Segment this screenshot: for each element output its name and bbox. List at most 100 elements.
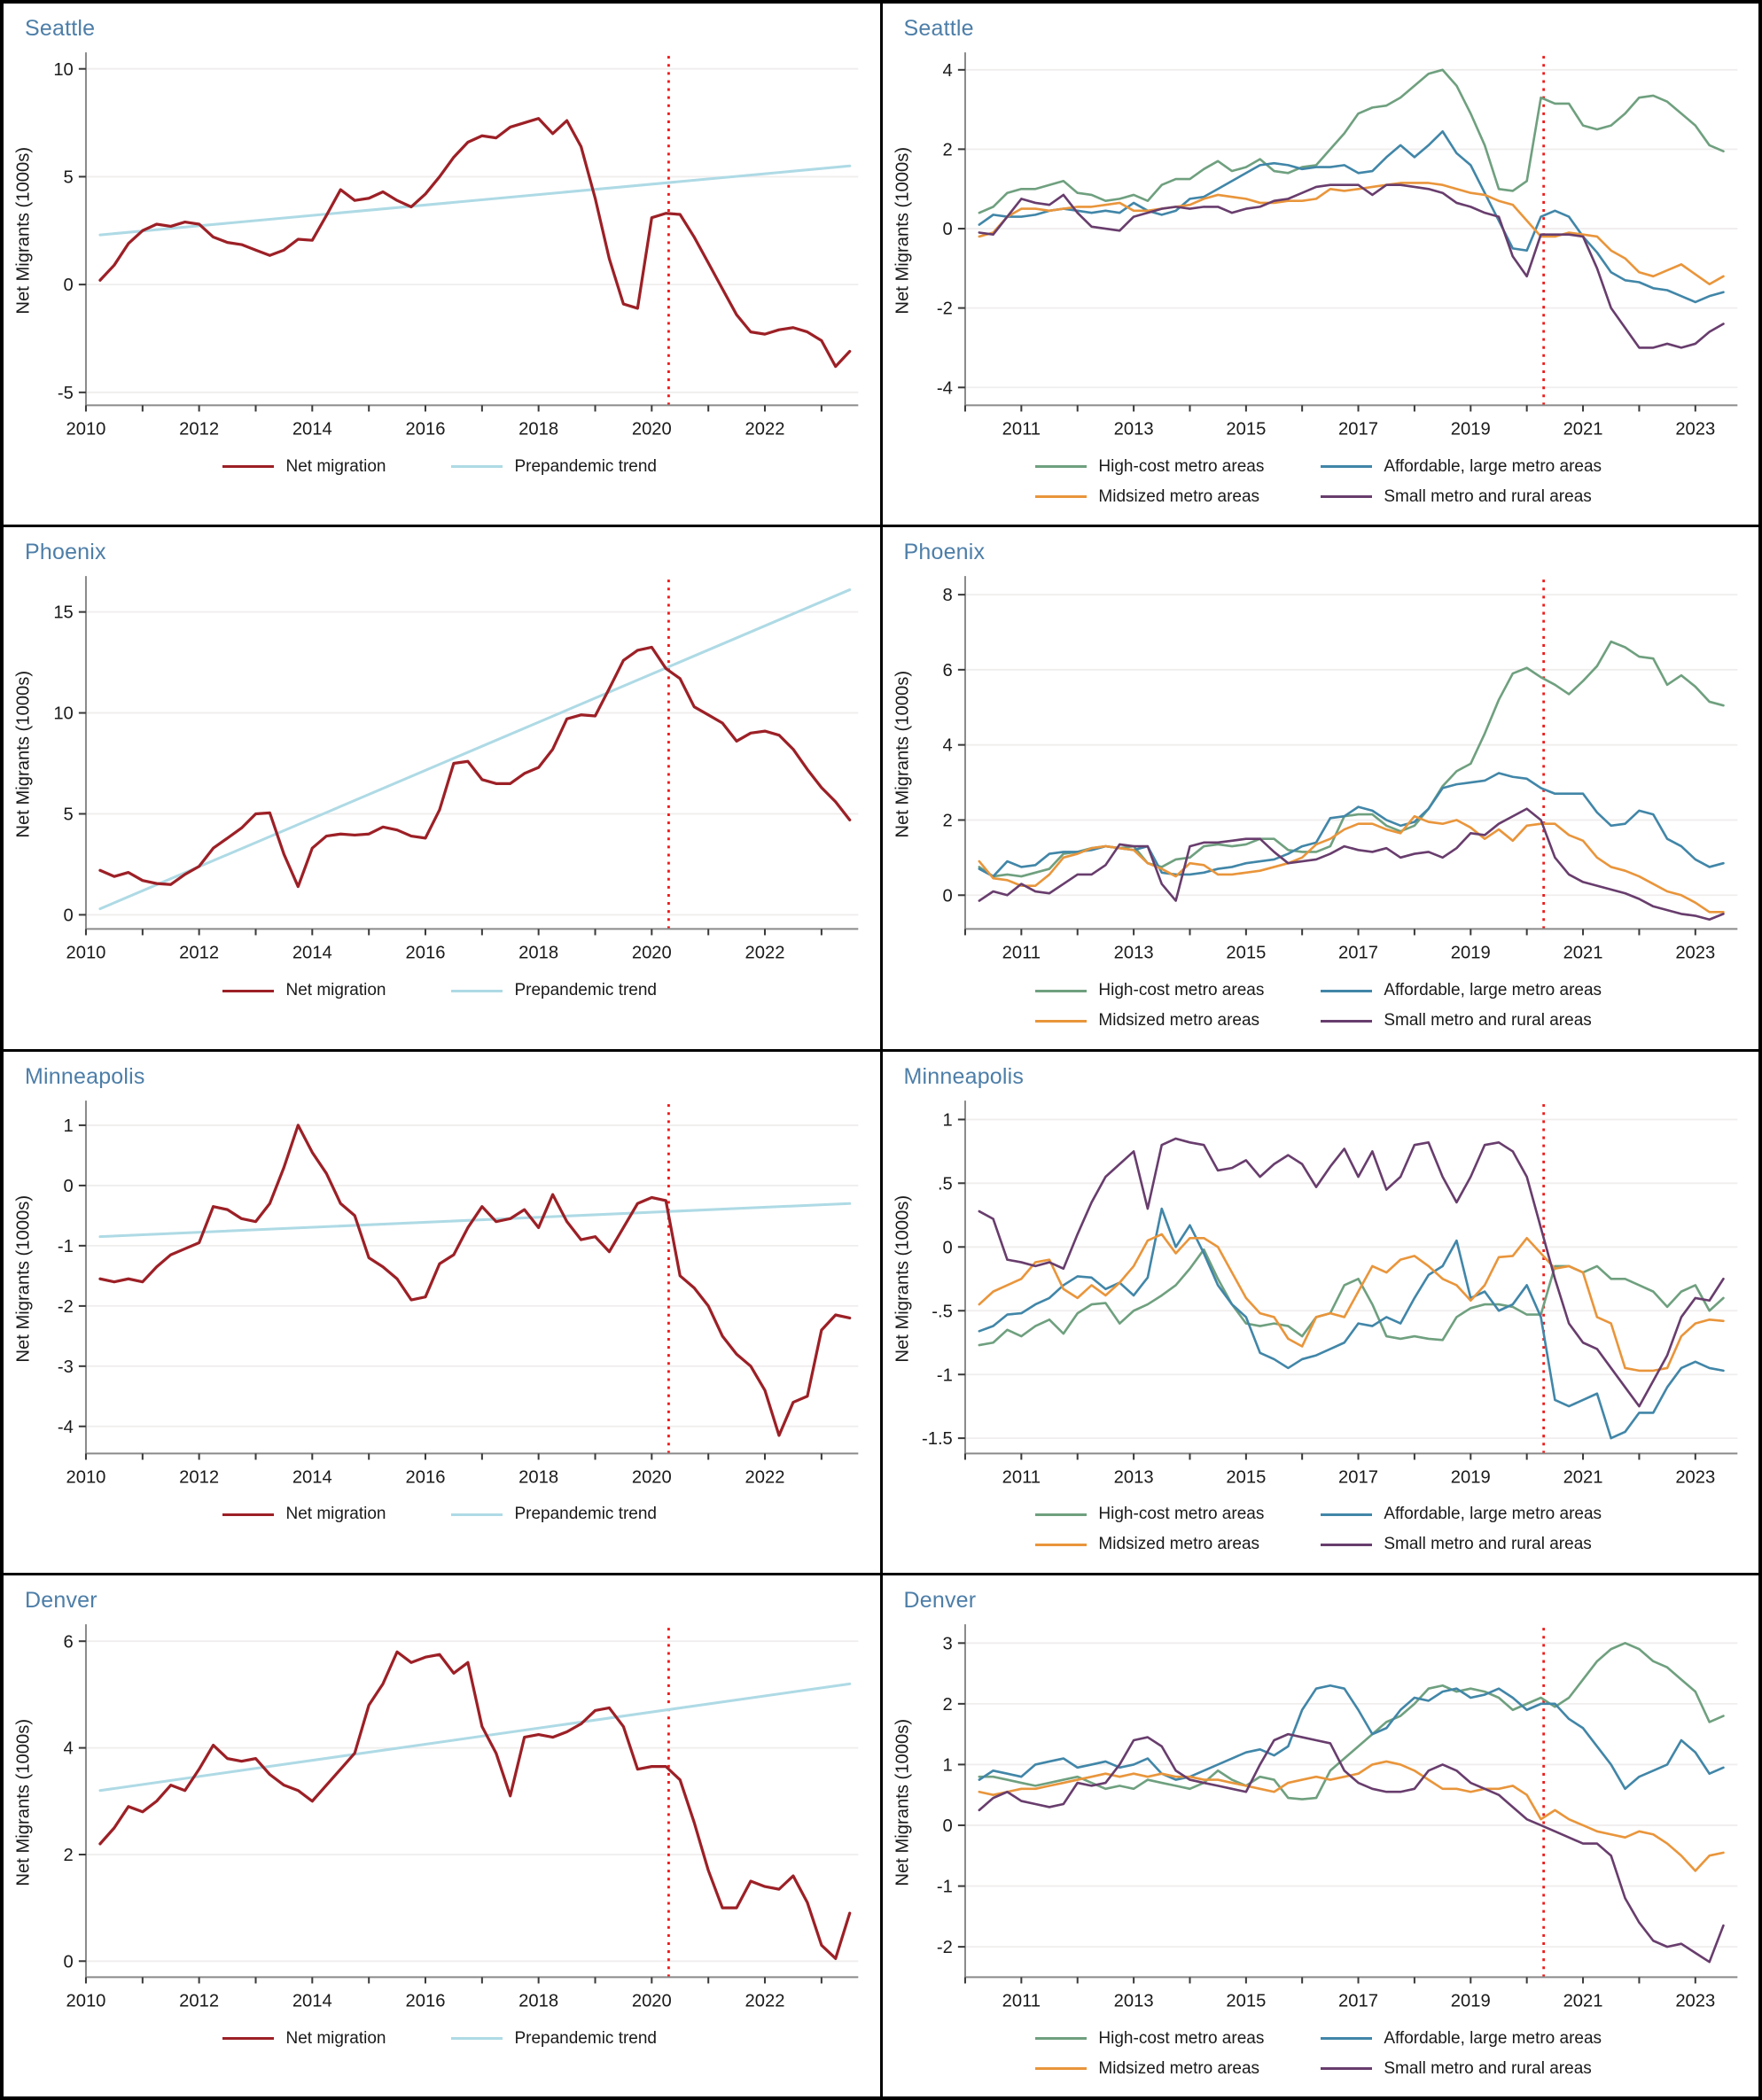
legend-label-high-cost: High-cost metro areas [1098,2028,1265,2048]
legend-swatch-net-migration [222,465,275,469]
panel-phoenix-net-migration: Phoenix 15 10 5 0 2010 2012 2014 2016 2018 2020 20… [4,527,880,1049]
svg-text:8: 8 [942,586,952,605]
svg-text:Net Migrants (1000s): Net Migrants (1000s) [13,1719,33,1886]
legend-label-prepandemic-trend: Prepandemic trend [514,2028,658,2048]
chart-title: Phoenix [25,540,106,565]
legend-swatch-high-cost [1035,989,1088,992]
seattle-area-type-chart: 4 2 0 -2 -4 2011 2013 2015 2017 2019 2021 2023 Net M… [886,43,1752,448]
svg-text:2011: 2011 [1002,1467,1040,1487]
svg-text:0: 0 [942,220,952,239]
legend-swatch-midsized [1035,2067,1088,2071]
svg-text:2011: 2011 [1002,420,1040,439]
legend-label-affordable: Affordable, large metro areas [1384,2028,1602,2048]
svg-text:2: 2 [64,1846,74,1865]
svg-text:4: 4 [942,61,952,81]
svg-text:10: 10 [53,704,73,724]
panel-seattle-by-area-type: Seattle 4 2 0 -2 -4 2011 2013 2015 2017 2019 2021 2… [882,4,1758,525]
svg-text:-4: -4 [58,1417,74,1436]
svg-text:2010: 2010 [66,420,105,439]
legend: Net migration Prepandemic trend [7,457,873,525]
svg-text:Net Migrants (1000s): Net Migrants (1000s) [13,671,33,838]
svg-text:2022: 2022 [745,1467,785,1487]
legend-swatch-midsized [1035,495,1088,499]
svg-text:2014: 2014 [292,1991,332,2011]
legend-label-prepandemic-trend: Prepandemic trend [514,981,658,1000]
legend-swatch-high-cost [1035,2037,1088,2041]
legend: High-cost metro areas Affordable, large … [886,981,1752,1048]
minneapolis-area-type-chart: 1 .5 0 -.5 -1 -1.5 2011 2013 2015 2017 2019 2021 202… [886,1092,1752,1497]
svg-text:5: 5 [64,167,74,187]
svg-text:0: 0 [64,276,74,295]
legend-label-small-rural: Small metro and rural areas [1384,2058,1592,2078]
svg-text:-5: -5 [58,384,74,403]
legend-label-midsized: Midsized metro areas [1098,1011,1260,1031]
svg-text:2018: 2018 [518,1467,558,1487]
svg-text:4: 4 [942,736,952,756]
svg-text:2021: 2021 [1563,1467,1602,1487]
svg-text:2015: 2015 [1226,1467,1266,1487]
svg-text:2019: 2019 [1450,420,1490,439]
svg-text:-.5: -.5 [932,1302,953,1321]
phoenix-area-type-chart: 8 6 4 2 0 2011 2013 2015 2017 2019 2021 2023 Net Mig… [886,567,1752,972]
legend-swatch-net-migration [222,989,275,992]
chart-title: Seattle [903,16,974,41]
legend-swatch-affordable [1321,1513,1373,1516]
legend-label-prepandemic-trend: Prepandemic trend [514,456,658,476]
legend: Net migration Prepandemic trend [7,1505,873,1572]
svg-text:-4: -4 [936,378,952,398]
svg-text:Net Migrants (1000s): Net Migrants (1000s) [893,1719,912,1886]
legend: High-cost metro areas Affordable, large … [886,457,1752,525]
legend-label-small-rural: Small metro and rural areas [1384,1011,1592,1031]
legend-label-midsized: Midsized metro areas [1098,1535,1260,1554]
svg-text:2010: 2010 [66,1467,105,1487]
svg-text:2011: 2011 [1002,1991,1040,2011]
legend-swatch-prepandemic-trend [451,1513,503,1516]
svg-text:2021: 2021 [1563,1991,1602,2011]
legend-swatch-prepandemic-trend [451,465,503,469]
legend: High-cost metro areas Affordable, large … [886,2029,1752,2096]
svg-text:-1: -1 [936,1365,952,1385]
svg-text:-1: -1 [936,1877,952,1896]
legend-swatch-high-cost [1035,465,1088,469]
legend-label-prepandemic-trend: Prepandemic trend [514,1505,658,1524]
svg-text:2015: 2015 [1226,420,1266,439]
svg-text:Net Migrants (1000s): Net Migrants (1000s) [893,147,912,315]
legend-swatch-small-rural [1321,1543,1373,1546]
chart-title: Denver [25,1587,97,1613]
svg-text:.5: .5 [937,1174,952,1194]
svg-text:2014: 2014 [292,420,332,439]
svg-text:2017: 2017 [1338,1467,1378,1487]
svg-text:2020: 2020 [632,944,672,963]
legend-label-high-cost: High-cost metro areas [1098,456,1265,476]
svg-text:2019: 2019 [1450,1467,1490,1487]
legend-swatch-high-cost [1035,1513,1088,1516]
svg-text:1: 1 [942,1755,952,1775]
svg-text:2: 2 [942,140,952,159]
legend-swatch-affordable [1321,2037,1373,2041]
legend-swatch-small-rural [1321,2067,1373,2071]
svg-text:1: 1 [942,1110,952,1130]
svg-text:2017: 2017 [1338,420,1378,439]
svg-text:2015: 2015 [1226,1991,1266,2011]
svg-text:2012: 2012 [179,420,219,439]
minneapolis-migration-chart: 1 0 -1 -2 -3 -4 2010 2012 2014 2016 2018 2020 2022 Ne… [7,1092,873,1497]
panel-phoenix-by-area-type: Phoenix 8 6 4 2 0 2011 2013 2015 2017 2019 2021 202… [882,527,1758,1049]
denver-area-type-chart: 3 2 1 0 -1 -2 2011 2013 2015 2017 2019 2021 2023 Net … [886,1615,1752,2020]
svg-text:2012: 2012 [179,1991,219,2011]
svg-text:2014: 2014 [292,1467,332,1487]
svg-text:0: 0 [942,1816,952,1836]
svg-text:2016: 2016 [405,1467,445,1487]
legend-label-net-migration: Net migration [285,981,386,1000]
panel-seattle-net-migration: Seattle 10 5 0 -5 2010 2012 2014 2016 2018 2020 20… [4,4,880,525]
legend-label-small-rural: Small metro and rural areas [1384,486,1592,506]
svg-text:6: 6 [942,661,952,681]
svg-text:2019: 2019 [1450,1991,1490,2011]
svg-text:3: 3 [942,1634,952,1653]
svg-text:2016: 2016 [405,944,445,963]
legend-label-midsized: Midsized metro areas [1098,486,1260,506]
svg-text:0: 0 [942,1238,952,1257]
legend-swatch-affordable [1321,465,1373,469]
legend-label-affordable: Affordable, large metro areas [1384,456,1602,476]
legend-label-small-rural: Small metro and rural areas [1384,1535,1592,1554]
legend-label-net-migration: Net migration [285,2028,386,2048]
